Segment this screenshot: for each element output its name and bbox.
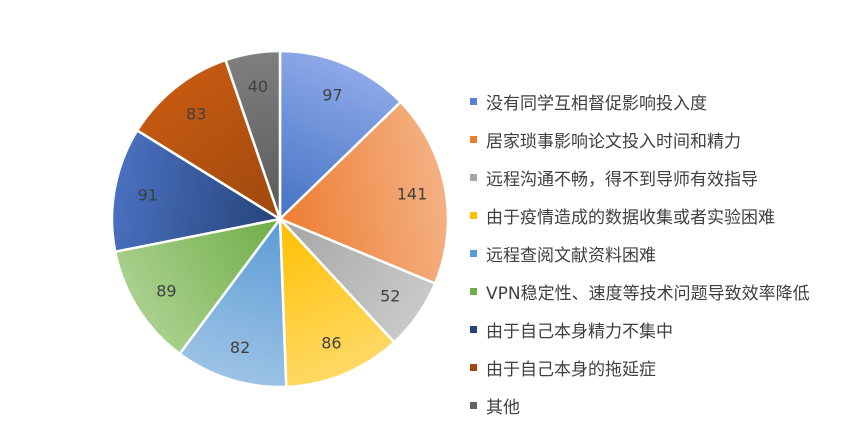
pie-slices [110,49,450,389]
data-label-2: 141 [397,184,428,203]
legend-swatch [470,401,477,409]
pie-slice-4 [278,217,396,389]
legend-item-9: 其他 [470,386,860,424]
legend-swatch [470,287,477,295]
data-label-5: 82 [230,338,250,357]
legend-swatch [470,97,477,105]
data-label-3: 52 [380,286,400,305]
data-label-9: 40 [248,77,268,96]
legend-swatch [470,325,477,333]
chart-legend: 没有同学互相督促影响投入度居家琐事影响论文投入时间和精力 远程沟通不畅，得不到导师… [470,82,860,424]
legend-label: 居家琐事影响论文投入时间和精力 [486,131,741,152]
legend-label: 其他 [486,397,520,418]
legend-item-5: 远程查阅文献资料困难 [470,234,860,272]
legend-item-2: 居家琐事影响论文投入时间和精力 [470,120,860,158]
legend-label: 由于自己本身精力不集中 [486,321,673,342]
pie-slice-6 [113,217,282,356]
legend-swatch [470,249,477,257]
legend-label: 由于自己本身的拖延症 [486,359,656,380]
data-label-8: 83 [186,104,206,123]
legend-swatch [470,173,477,181]
data-label-4: 86 [321,334,341,353]
legend-item-7: 由于自己本身精力不集中 [470,310,860,348]
pie-slice-5 [178,217,288,389]
legend-label: 远程查阅文献资料困难 [486,245,656,266]
data-label-1: 97 [322,86,342,105]
legend-swatch [470,363,477,371]
pie-data-labels: 97 141 52 86 82 89 91 83 40 [138,77,428,357]
pie-slice-1 [278,49,402,221]
legend-item-8: 由于自己本身的拖延症 [470,348,860,386]
pie-slice-2 [278,100,450,285]
legend-label: 远程沟通不畅，得不到导师有效指导 [486,169,758,190]
legend-item-3: 远程沟通不畅，得不到导师有效指导 [470,158,860,196]
legend-label: VPN稳定性、速度等技术问题导致效率降低 [486,283,810,304]
pie-slice-8 [135,58,282,221]
legend-label: 没有同学互相督促影响投入度 [486,93,707,114]
legend-item-6: VPN稳定性、速度等技术问题导致效率降低 [470,272,860,310]
legend-label: 由于疫情造成的数据收集或者实验困难 [486,207,775,228]
pie-slice-9 [224,49,282,221]
data-label-6: 89 [156,281,176,300]
data-label-7: 91 [138,185,158,204]
legend-swatch [470,211,477,219]
pie-slice-7 [110,129,282,253]
legend-item-4: 由于疫情造成的数据收集或者实验困难 [470,196,860,234]
legend-item-1: 没有同学互相督促影响投入度 [470,82,860,120]
legend-swatch [470,135,477,143]
